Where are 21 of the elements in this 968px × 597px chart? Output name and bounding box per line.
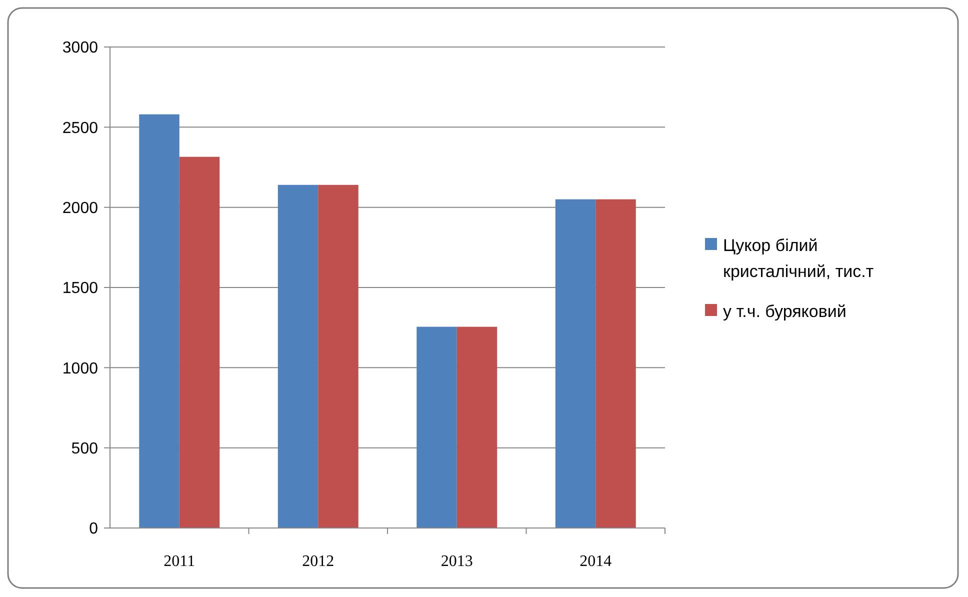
x-tick-label: 2014 bbox=[580, 553, 612, 570]
bar bbox=[555, 199, 596, 528]
legend-label: Цукор білий кристалічний, тис.т bbox=[723, 236, 874, 281]
legend-label: у т.ч. буряковий bbox=[723, 302, 846, 321]
x-tick-label: 2013 bbox=[440, 553, 473, 570]
y-tick-label: 2000 bbox=[62, 200, 98, 217]
y-tick-label: 1500 bbox=[62, 280, 98, 298]
y-tick-label: 2500 bbox=[62, 120, 98, 137]
bar bbox=[139, 114, 180, 528]
bar bbox=[596, 199, 636, 528]
y-tick-label: 500 bbox=[71, 440, 98, 458]
bar bbox=[416, 326, 457, 528]
bar bbox=[318, 184, 358, 528]
bar bbox=[456, 326, 498, 528]
bar bbox=[179, 156, 220, 528]
y-tick-label: 0 bbox=[89, 520, 98, 538]
y-tick-label: 3000 bbox=[62, 40, 98, 57]
x-tick-label: 2011 bbox=[164, 553, 196, 570]
y-tick-label: 1000 bbox=[62, 360, 98, 378]
x-tick-label: 2012 bbox=[302, 553, 334, 570]
bar bbox=[278, 184, 318, 528]
